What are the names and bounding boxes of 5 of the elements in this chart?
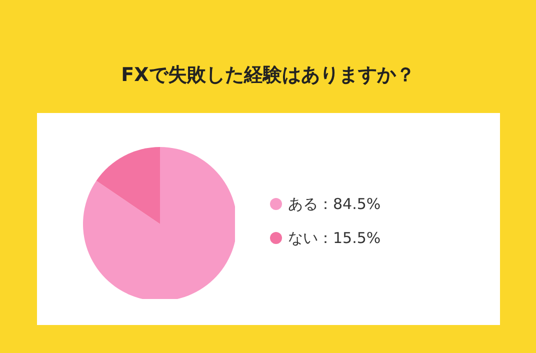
chart-title: FXで失敗した経験はありますか？: [120, 63, 416, 88]
legend-label: ある：84.5%: [288, 194, 381, 214]
legend-label: ない：15.5%: [288, 228, 381, 248]
pie-slice: [83, 147, 235, 299]
pie-slice: [96, 147, 160, 224]
